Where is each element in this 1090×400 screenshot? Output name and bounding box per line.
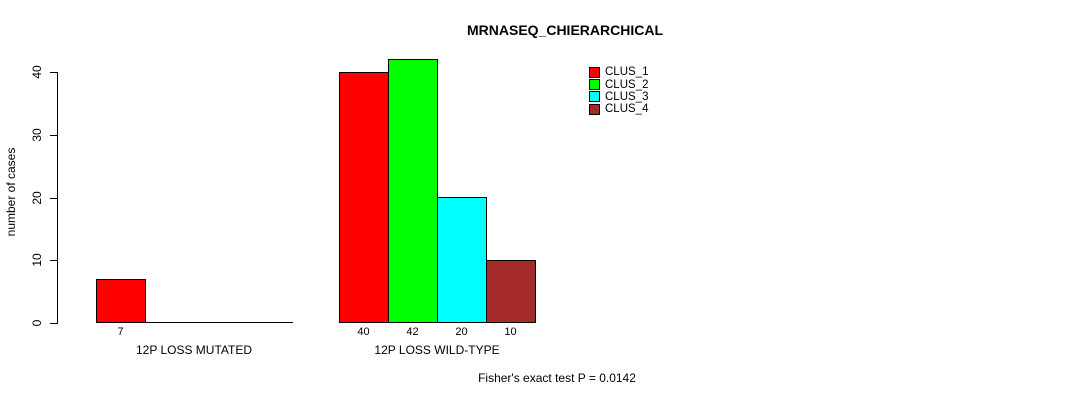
zero-bar-clus-2 (145, 322, 195, 323)
y-axis-tick-label: 20 (30, 191, 44, 205)
bar-clus-1 (96, 279, 146, 323)
bar-value-label: 40 (357, 326, 370, 338)
y-axis-tick-label: 0 (30, 319, 44, 327)
legend-row-clus-2: CLUS_2 (589, 78, 649, 91)
legend-swatch-clus-2 (589, 79, 600, 91)
legend-row-clus-1: CLUS_1 (589, 66, 648, 78)
legend-swatch-clus-4 (589, 103, 600, 115)
bar-clus-3 (437, 197, 487, 323)
zero-bar-clus-4 (243, 322, 293, 323)
y-axis-label: number of cases (4, 147, 18, 237)
legend-swatch-clus-1 (589, 66, 600, 78)
y-axis-tick (50, 198, 57, 199)
y-axis-tick-label: 10 (30, 253, 44, 267)
y-axis-tick (50, 135, 57, 136)
zero-bar-clus-3 (194, 322, 244, 323)
legend-swatch-clus-3 (589, 91, 600, 103)
legend-row-clus-4: CLUS_4 (589, 103, 648, 115)
category-label: 12P LOSS WILD-TYPE (374, 343, 500, 357)
y-axis-tick (50, 260, 57, 261)
y-axis-tick-label: 40 (30, 65, 44, 79)
bar-value-label: 10 (504, 326, 517, 338)
bar-clus-4 (486, 260, 536, 323)
bar-clus-1 (339, 72, 389, 323)
stat-annotation: Fisher's exact test P = 0.0142 (478, 371, 636, 385)
legend-label-clus-1: CLUS_1 (605, 66, 649, 79)
legend: CLUS_1 CLUS_2 CLUS_3 CLUS_4 (589, 66, 648, 116)
y-axis-line (57, 72, 58, 324)
legend-label-clus-2: CLUS_2 (605, 78, 649, 91)
category-label: 12P LOSS MUTATED (135, 343, 253, 357)
y-axis-tick (50, 72, 57, 73)
y-axis-tick-label: 30 (30, 128, 44, 142)
bar-value-label: 20 (455, 326, 468, 338)
legend-label-clus-3: CLUS_3 (605, 90, 649, 103)
bar-value-label: 42 (406, 326, 419, 338)
bar-clus-2 (388, 59, 438, 323)
legend-label-clus-4: CLUS_4 (605, 103, 649, 116)
y-axis-tick (50, 323, 57, 324)
legend-row-clus-3: CLUS_3 (589, 91, 648, 103)
chart-title: MRNASEQ_CHIERARCHICAL (466, 22, 664, 38)
bar-value-label: 7 (117, 326, 124, 338)
